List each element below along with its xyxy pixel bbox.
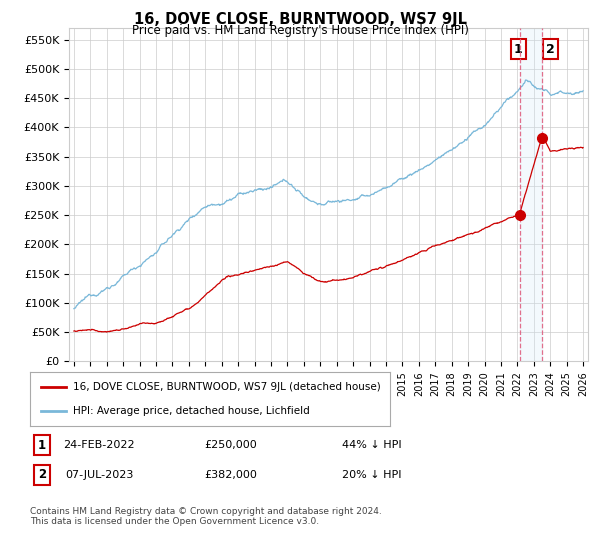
Bar: [520, 28, 542, 361]
Text: 2: 2: [38, 468, 46, 482]
Text: 20% ↓ HPI: 20% ↓ HPI: [342, 470, 402, 480]
Text: £250,000: £250,000: [205, 440, 257, 450]
Text: 1: 1: [38, 438, 46, 452]
Text: HPI: Average price, detached house, Lichfield: HPI: Average price, detached house, Lich…: [73, 405, 310, 416]
Text: 24-FEB-2022: 24-FEB-2022: [63, 440, 135, 450]
Text: 1: 1: [514, 43, 523, 55]
Text: 2: 2: [546, 43, 555, 55]
Text: Price paid vs. HM Land Registry's House Price Index (HPI): Price paid vs. HM Land Registry's House …: [131, 24, 469, 37]
Text: 16, DOVE CLOSE, BURNTWOOD, WS7 9JL: 16, DOVE CLOSE, BURNTWOOD, WS7 9JL: [133, 12, 467, 27]
Text: 44% ↓ HPI: 44% ↓ HPI: [342, 440, 402, 450]
Text: £382,000: £382,000: [205, 470, 257, 480]
Text: Contains HM Land Registry data © Crown copyright and database right 2024.
This d: Contains HM Land Registry data © Crown c…: [30, 507, 382, 526]
Text: 16, DOVE CLOSE, BURNTWOOD, WS7 9JL (detached house): 16, DOVE CLOSE, BURNTWOOD, WS7 9JL (deta…: [73, 382, 381, 393]
Text: 07-JUL-2023: 07-JUL-2023: [65, 470, 133, 480]
